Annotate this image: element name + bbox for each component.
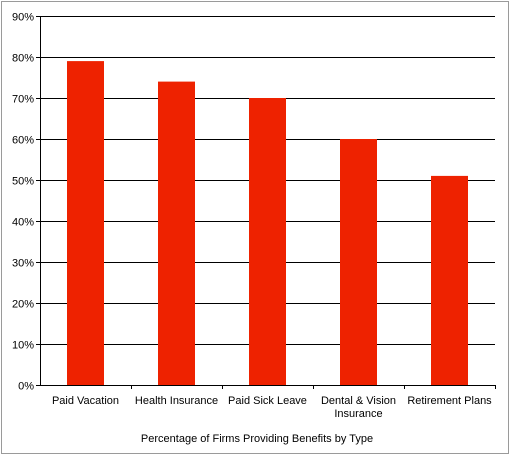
y-tick-label: 50% <box>12 176 34 188</box>
bar <box>340 139 377 385</box>
y-tick-label: 0% <box>18 381 34 393</box>
x-axis-title: Percentage of Firms Providing Benefits b… <box>141 433 373 445</box>
y-tick-label: 70% <box>12 94 34 106</box>
bar <box>249 98 286 385</box>
y-tick-label: 80% <box>12 53 34 65</box>
x-tick-label: Retirement Plans <box>407 395 492 407</box>
y-tick-label: 40% <box>12 217 34 229</box>
bar <box>431 175 468 385</box>
x-tick-labels: Paid Vacation Health Insurance Paid Sick L… <box>52 395 492 420</box>
bar <box>158 81 195 385</box>
y-tick-label: 60% <box>12 135 34 147</box>
axes <box>36 16 496 389</box>
y-tick-label: 10% <box>12 340 34 352</box>
x-tick-label: Insurance <box>334 408 382 420</box>
x-tick-label: Health Insurance <box>135 395 218 407</box>
y-tick-label: 20% <box>12 299 34 311</box>
bars <box>67 61 468 385</box>
y-tick-label: 30% <box>12 258 34 270</box>
x-tick-label: Dental & Vision <box>321 395 396 407</box>
y-tick-label: 90% <box>12 12 34 24</box>
x-tick-label: Paid Vacation <box>52 395 119 407</box>
y-tick-labels: 0% 10% 20% 30% 40% 50% 60% 70% 80% 90% <box>12 12 34 393</box>
x-tick-label: Paid Sick Leave <box>228 395 307 407</box>
bar <box>67 61 104 385</box>
